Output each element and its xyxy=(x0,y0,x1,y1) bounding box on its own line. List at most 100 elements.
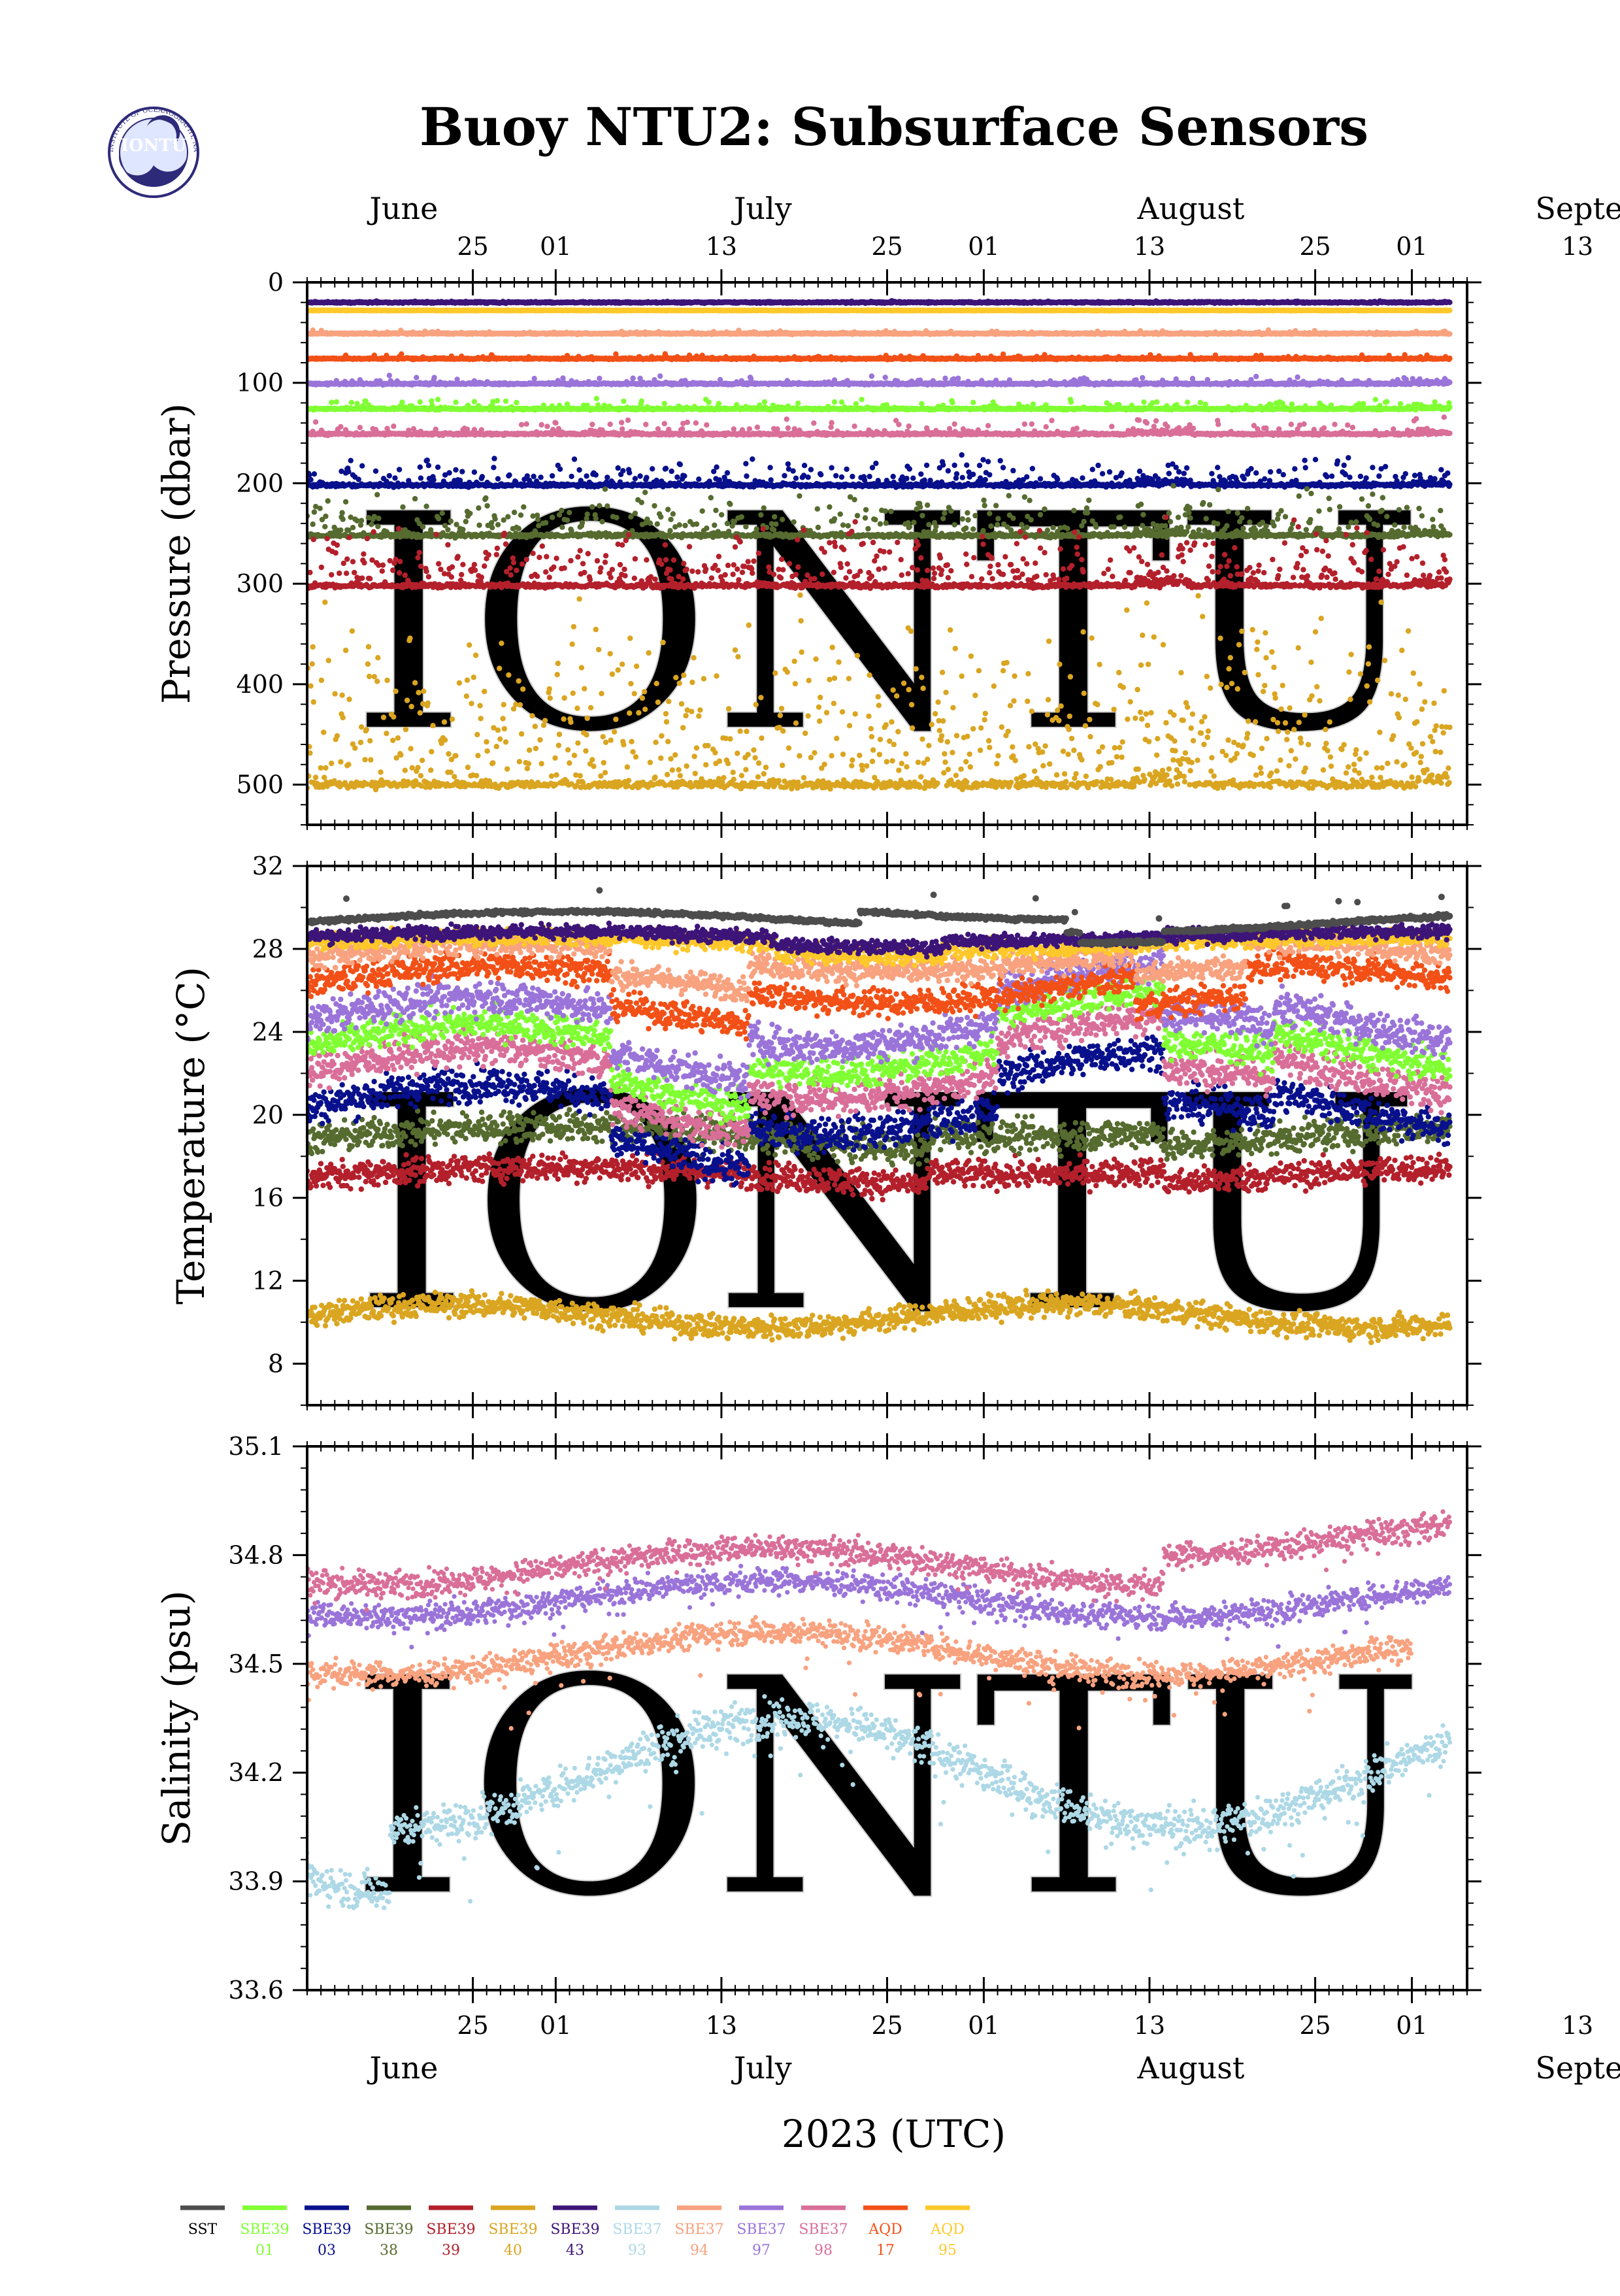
legend-item: SBE39 01 xyxy=(240,2208,289,2259)
legend-item: SBE37 93 xyxy=(612,2208,661,2259)
legend-label: SBE37 xyxy=(612,2221,661,2238)
x-day-label-top: 13 xyxy=(706,232,737,261)
legend-label-id: 01 xyxy=(256,2242,274,2259)
y-axis-label: Pressure (dbar) xyxy=(154,403,199,704)
x-day-label-bottom: 13 xyxy=(1562,2011,1593,2040)
y-tick-label: 16 xyxy=(252,1184,284,1212)
x-month-label-bottom: June xyxy=(367,2050,438,2086)
y-tick-label: 500 xyxy=(236,771,284,799)
y-tick-label: 12 xyxy=(252,1267,284,1295)
legend-item: SBE37 94 xyxy=(674,2208,723,2259)
legend-item: SBE39 43 xyxy=(550,2208,599,2259)
series-aqd-95 xyxy=(305,307,1453,314)
y-tick-label: 35.1 xyxy=(228,1432,284,1461)
x-axis-label: 2023 (UTC) xyxy=(782,2112,1006,2156)
legend-label-id: 39 xyxy=(442,2242,460,2259)
y-tick-label: 200 xyxy=(236,469,284,497)
x-day-label-top: 25 xyxy=(871,232,902,261)
legend-label: AQD xyxy=(868,2221,902,2238)
legend-label: SBE37 xyxy=(674,2221,723,2238)
legend-item: AQD 17 xyxy=(863,2208,908,2259)
y-tick-label: 0 xyxy=(268,268,284,297)
legend-item: AQD 95 xyxy=(925,2208,970,2259)
x-month-label-bottom: July xyxy=(731,2050,792,2086)
iontu-logo: IONTU INSTITUTE OF OCEANOGRAPHY, NATIONA… xyxy=(108,107,199,197)
y-tick-label: 28 xyxy=(252,935,284,963)
x-month-label-top: June xyxy=(367,191,438,226)
series-sbe37-98 xyxy=(305,414,1453,438)
legend-label-id: 38 xyxy=(380,2242,398,2259)
x-day-label-bottom: 25 xyxy=(871,2011,902,2040)
x-day-label-top: 01 xyxy=(540,232,571,261)
x-day-label-bottom: 01 xyxy=(540,2011,571,2040)
x-day-label-bottom: 13 xyxy=(1134,2011,1165,2040)
legend-label-id: 98 xyxy=(814,2242,833,2259)
series-aqd-17 xyxy=(305,351,1453,362)
series-sbe39-01 xyxy=(305,396,1453,413)
x-day-label-top: 01 xyxy=(968,232,999,261)
legend-label: SBE39 xyxy=(364,2221,413,2238)
legend-label-id: 17 xyxy=(876,2242,895,2259)
legend-item: SBE37 97 xyxy=(736,2208,785,2259)
x-day-label-top: 25 xyxy=(457,232,488,261)
legend-label-id: 97 xyxy=(752,2242,770,2259)
legend-label: SBE37 xyxy=(799,2221,848,2238)
y-tick-label: 300 xyxy=(236,569,284,598)
y-tick-label: 34.5 xyxy=(228,1650,284,1678)
y-tick-label: 32 xyxy=(252,852,284,880)
x-day-label-top: 01 xyxy=(1396,232,1427,261)
legend-label: SBE37 xyxy=(736,2221,785,2238)
series-sbe37-94 xyxy=(305,327,1453,337)
legend-item: SBE39 03 xyxy=(302,2208,351,2259)
legend-item: SBE39 38 xyxy=(364,2208,413,2259)
y-tick-label: 400 xyxy=(236,670,284,699)
chart-title: Buoy NTU2: Subsurface Sensors xyxy=(420,96,1368,158)
legend-label-id: 40 xyxy=(504,2242,522,2259)
y-tick-label: 33.6 xyxy=(228,1976,284,2005)
legend-label: SBE39 xyxy=(426,2221,475,2238)
legend-item: SBE39 40 xyxy=(488,2208,537,2259)
legend-label-id: 03 xyxy=(318,2242,336,2259)
legend-label: SST xyxy=(188,2221,218,2238)
legend-label-id: 94 xyxy=(690,2242,708,2259)
x-month-label-bottom: August xyxy=(1136,2050,1245,2086)
legend-label: SBE39 xyxy=(488,2221,537,2238)
y-tick-label: 34.8 xyxy=(228,1540,284,1569)
legend-label-id: 95 xyxy=(938,2242,957,2259)
x-day-label-bottom: 01 xyxy=(968,2011,999,2040)
y-tick-label: 24 xyxy=(252,1018,284,1046)
x-day-label-bottom: 01 xyxy=(1396,2011,1427,2040)
y-tick-label: 8 xyxy=(268,1350,284,1378)
x-day-label-top: 13 xyxy=(1562,232,1593,261)
legend-item: SBE39 39 xyxy=(426,2208,475,2259)
legend-label-id: 93 xyxy=(628,2242,646,2259)
legend-label-id: 43 xyxy=(566,2242,584,2259)
x-month-label-top: August xyxy=(1136,191,1245,226)
y-tick-label: 20 xyxy=(252,1101,284,1129)
y-tick-label: 33.9 xyxy=(228,1867,284,1896)
legend-label: SBE39 xyxy=(302,2221,351,2238)
watermark-text: IONTU xyxy=(350,450,1425,798)
x-day-label-bottom: 25 xyxy=(457,2011,488,2040)
x-day-label-top: 13 xyxy=(1134,232,1165,261)
x-day-label-bottom: 25 xyxy=(1299,2011,1331,2040)
series-sbe37-97 xyxy=(305,373,1453,388)
x-month-label-bottom: September xyxy=(1535,2050,1620,2086)
x-day-label-bottom: 13 xyxy=(706,2011,737,2040)
legend-item: SBE37 98 xyxy=(799,2208,848,2259)
legend-label: SBE39 xyxy=(240,2221,289,2238)
legend-label: SBE39 xyxy=(550,2221,599,2238)
legend-label: AQD xyxy=(930,2221,965,2238)
y-tick-label: 34.2 xyxy=(228,1758,284,1787)
x-month-label-top: September xyxy=(1535,191,1620,226)
y-tick-label: 100 xyxy=(236,369,284,397)
logo-text: IONTU xyxy=(121,136,187,156)
y-axis-label: Temperature (°C) xyxy=(169,967,213,1305)
legend-item: SST xyxy=(180,2208,225,2238)
x-day-label-top: 25 xyxy=(1299,232,1331,261)
x-month-label-top: July xyxy=(731,191,792,226)
y-axis-label: Salinity (psu) xyxy=(154,1590,199,1846)
